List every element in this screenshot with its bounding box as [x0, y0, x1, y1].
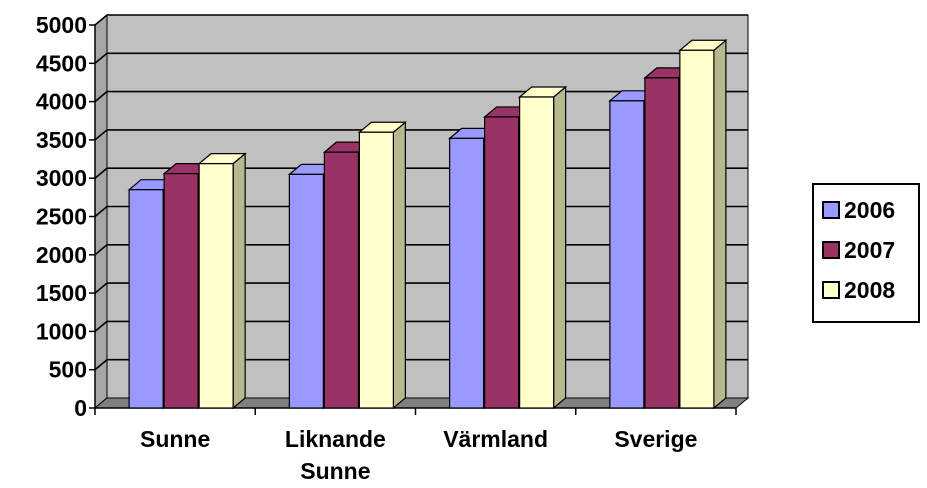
y-tick-label: 0 [74, 395, 87, 421]
legend-item: 2007 [822, 235, 895, 265]
y-tick-label: 2000 [36, 242, 87, 268]
bar-front [644, 77, 680, 409]
bar-front [163, 173, 199, 409]
legend-swatch [822, 281, 840, 299]
legend-label: 2008 [844, 276, 896, 303]
bar-front [449, 137, 485, 409]
x-category-label: Värmland [443, 426, 548, 452]
bar-front [128, 189, 164, 409]
legend-swatch [822, 201, 840, 219]
y-tick-label: 5000 [36, 12, 87, 38]
bar-front [609, 100, 645, 409]
bar-side [232, 152, 246, 410]
y-tick-label: 1500 [36, 280, 87, 306]
x-category-label: Liknande Sunne [285, 426, 386, 484]
y-tick-label: 3500 [36, 127, 87, 153]
bar-front [519, 96, 555, 409]
y-tick-label: 1000 [36, 318, 87, 344]
y-tick-label: 500 [49, 357, 87, 383]
bar [678, 38, 728, 410]
bar-front [323, 151, 359, 409]
y-tick-label: 4000 [36, 89, 87, 115]
bar-side [553, 85, 567, 410]
legend-label: 2007 [844, 236, 896, 263]
x-category-label-line: Sunne [140, 426, 210, 452]
x-category-labels: Sunne Liknande Sunne Värmland Sverige [140, 426, 697, 484]
x-category-label-line: Sunne [300, 458, 370, 484]
y-tick-label: 4500 [36, 50, 87, 76]
bar-side [392, 120, 406, 410]
bars [127, 38, 728, 410]
legend-swatch [822, 241, 840, 259]
x-category-label-line: Värmland [443, 426, 548, 452]
bar-front [288, 173, 324, 409]
bar-front [198, 163, 234, 409]
legend: 2006 2007 2008 [812, 183, 920, 323]
bar [357, 120, 408, 410]
legend-item: 2008 [822, 275, 895, 305]
y-tick-labels: 0 500 1000 1500 2000 2500 3000 3500 4000 4500 5000 [36, 12, 87, 421]
bar-front [484, 116, 520, 409]
x-category-label: Sunne [140, 426, 210, 452]
x-category-label: Sverige [614, 426, 697, 452]
y-tick-label: 3000 [36, 165, 87, 191]
x-category-label-line: Sverige [614, 426, 697, 452]
legend-label: 2006 [844, 196, 896, 223]
gridline [94, 52, 748, 64]
bar-front [679, 49, 715, 409]
bar [197, 152, 247, 410]
x-category-label-line: Liknande [285, 426, 386, 452]
bar [517, 85, 568, 410]
bar-front [358, 131, 394, 409]
gridline [94, 14, 748, 26]
bar-side [713, 38, 727, 410]
legend-item: 2006 [822, 195, 895, 225]
y-tick-label: 2500 [36, 204, 87, 230]
